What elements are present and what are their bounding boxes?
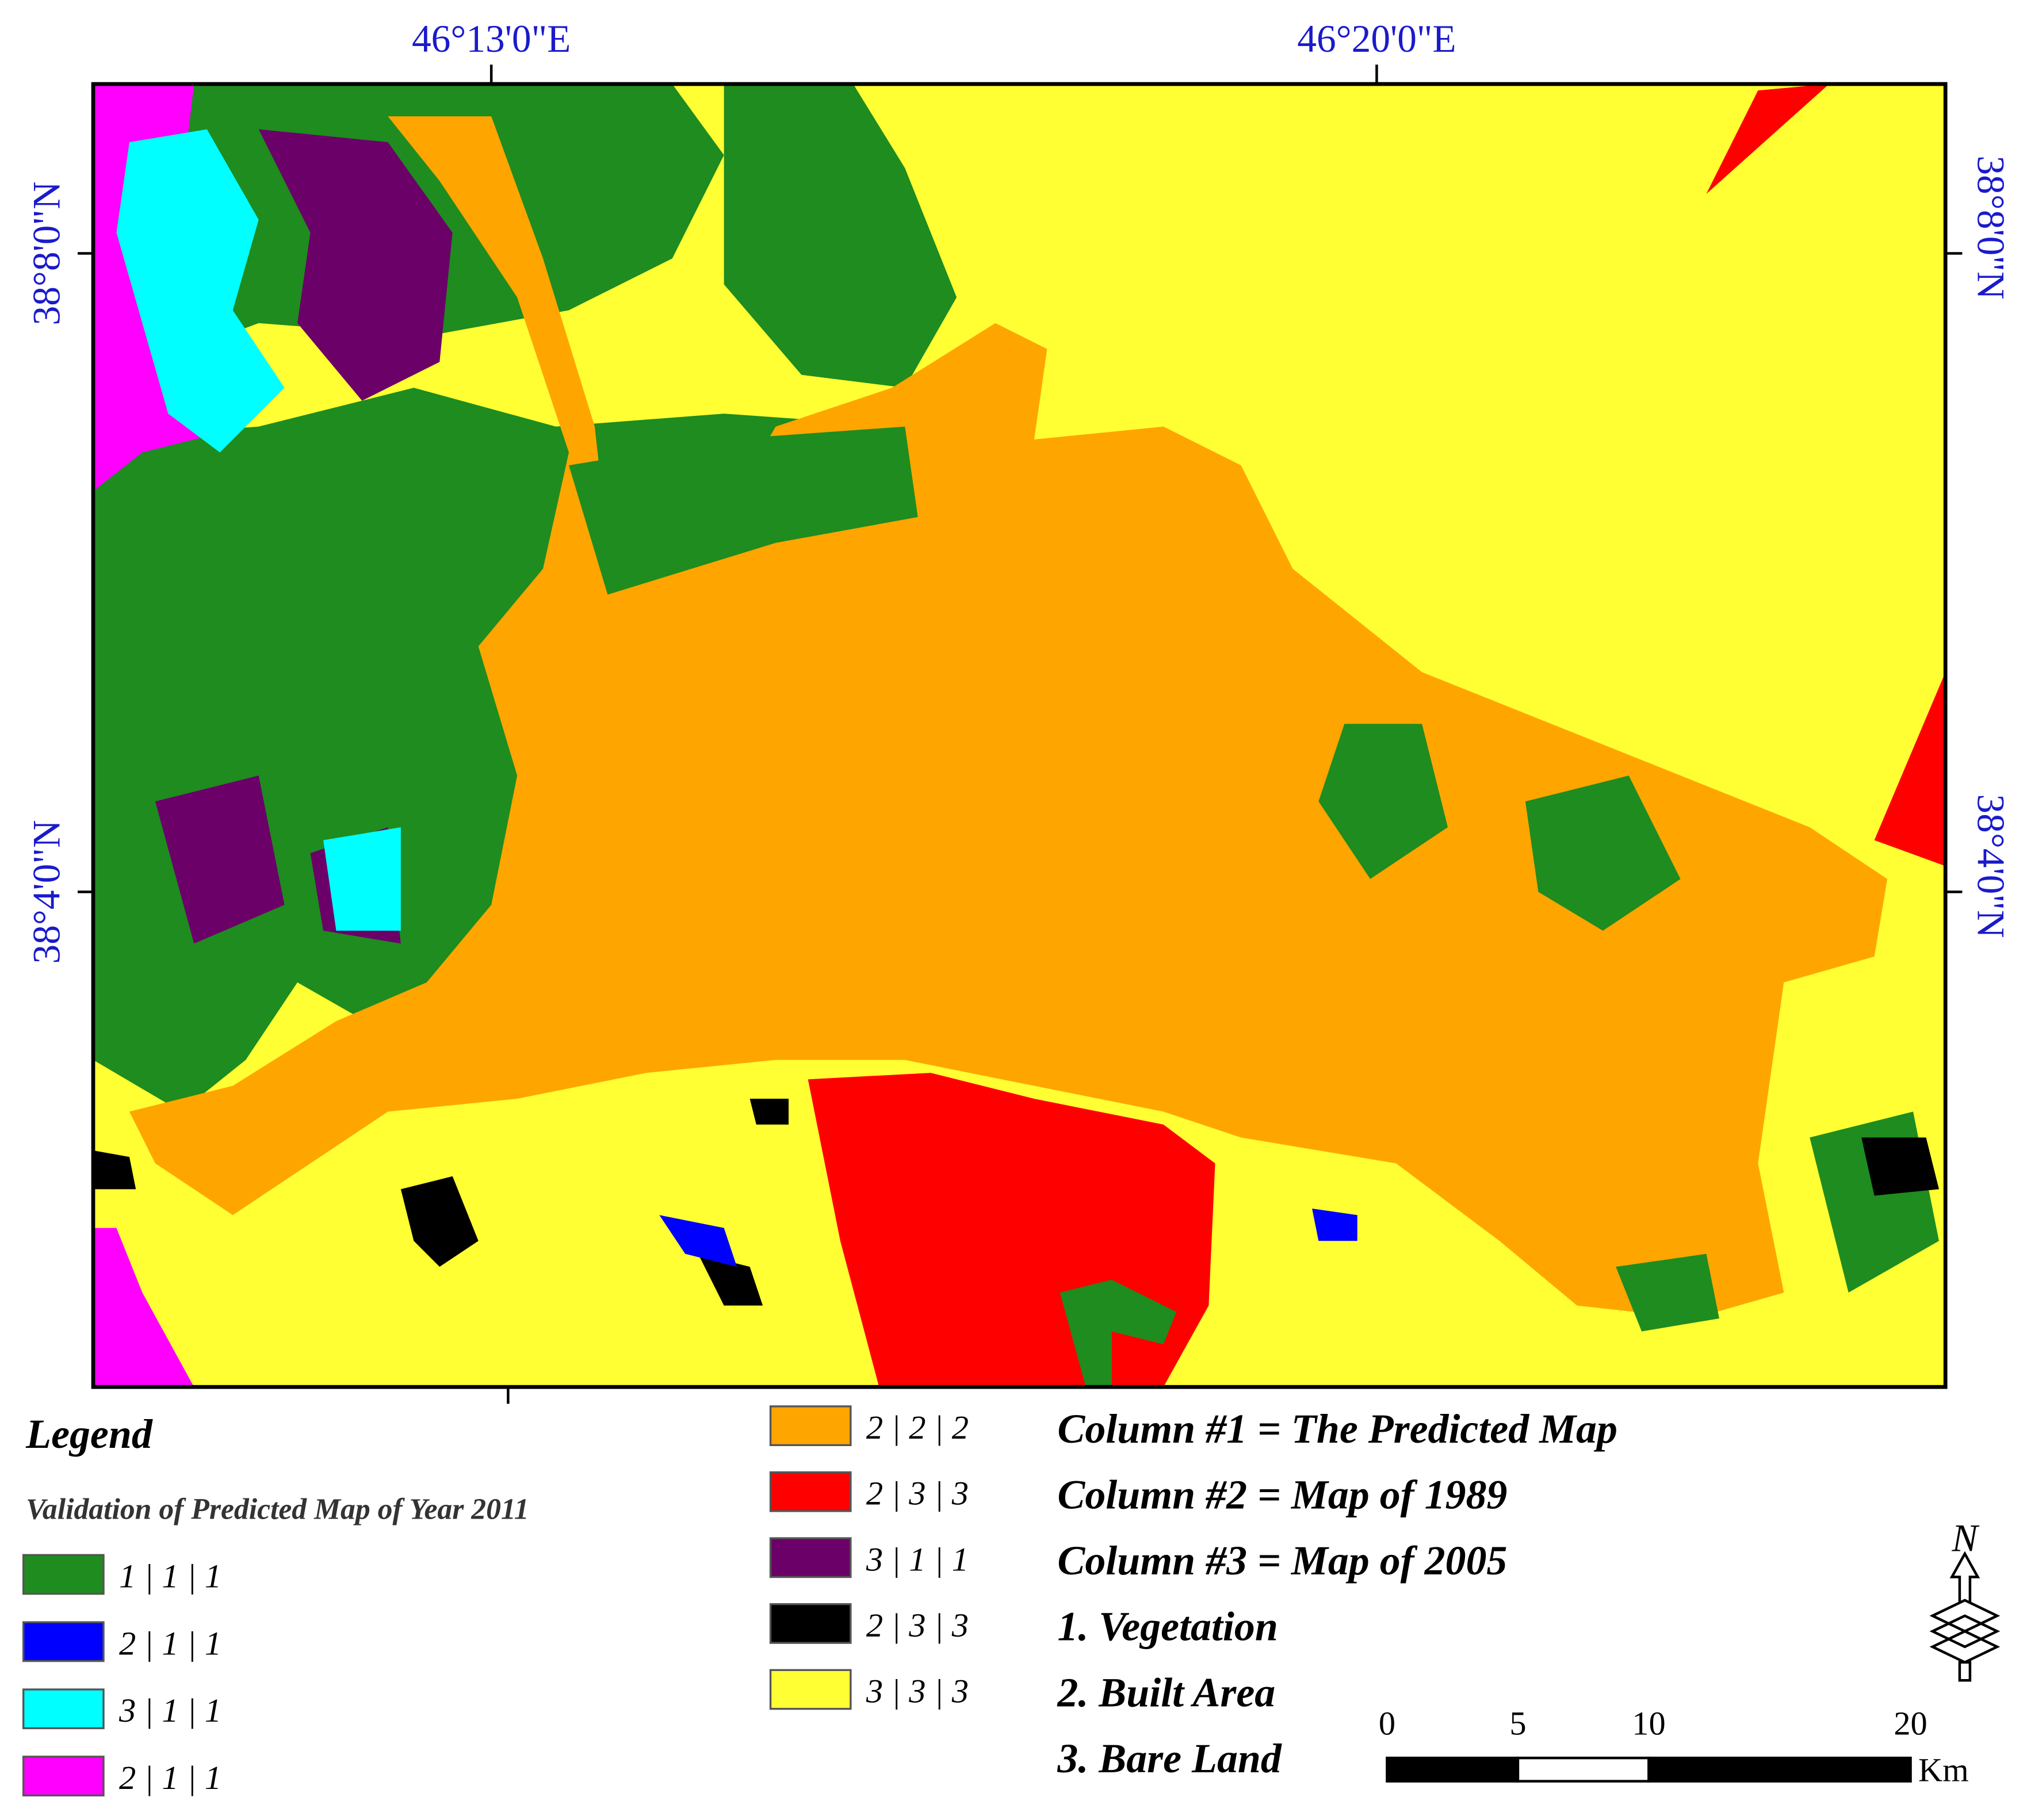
legend-swatch — [769, 1537, 852, 1578]
north-arrow-tail — [1958, 1661, 1972, 1682]
legend-code: 2 | 3 | 3 — [866, 1607, 969, 1644]
scale-label: 0 — [1379, 1705, 1395, 1742]
scale-unit: Km — [1918, 1752, 1969, 1789]
notes: Column #1 = The Predicted Map Column #2 =… — [1057, 1406, 1617, 1781]
scale-bar: 0 5 10 20 Km — [1379, 1705, 1969, 1789]
mismatch-area — [93, 1228, 194, 1387]
legend-title: Legend — [25, 1411, 153, 1457]
legend-swatch — [22, 1688, 105, 1730]
vegetation-area — [258, 129, 453, 401]
note: Column #1 = The Predicted Map — [1057, 1406, 1617, 1452]
legend-code: 3 | 1 | 1 — [118, 1692, 221, 1729]
legend-swatch — [22, 1621, 105, 1662]
legend-code: 2 | 1 | 1 — [119, 1759, 221, 1796]
legend-subtitle: Validation of Predicted Map of Year 2011 — [26, 1493, 529, 1525]
note: 3. Bare Land — [1057, 1735, 1282, 1781]
coordinate-labels: 46°13'0"E 46°20'0"E 38°8'0"N 38°4'0"N 38… — [25, 17, 2013, 964]
legend-code: 1 | 1 | 1 — [119, 1558, 221, 1595]
legend-code: 3 | 3 | 3 — [866, 1673, 969, 1710]
legend-code: 2 | 1 | 1 — [119, 1624, 221, 1662]
vegetation-area — [116, 129, 285, 453]
scale-segment — [1647, 1756, 1912, 1783]
legend-swatch — [769, 1603, 852, 1644]
legend: 1 | 1 | 1 2 | 1 | 1 3 | 1 | 1 2 | 1 | 1 2 | … — [22, 1405, 969, 1796]
vegetation-area — [724, 84, 957, 388]
legend-swatch — [769, 1669, 852, 1710]
legend-swatch — [22, 1554, 105, 1595]
longitude-label: 46°20'0"E — [1297, 17, 1456, 60]
north-arrow-head — [1949, 1551, 1980, 1604]
scale-label: 20 — [1894, 1705, 1927, 1742]
note: Column #3 = Map of 2005 — [1057, 1538, 1507, 1584]
mismatch-area — [659, 1209, 1357, 1267]
built-area — [129, 116, 1888, 1319]
map-raster — [78, 64, 1963, 1404]
mismatch-area — [93, 1099, 1939, 1306]
legend-code: 2 | 3 | 3 — [866, 1475, 969, 1512]
longitude-label: 46°13'0"E — [412, 17, 571, 60]
scale-label: 5 — [1509, 1705, 1526, 1742]
vegetation-area — [1060, 1279, 1177, 1387]
latitude-label: 38°4'0"N — [1969, 794, 2012, 938]
vegetation-area — [568, 426, 918, 595]
scale-segment — [1386, 1756, 1520, 1783]
north-arrow-layers — [1929, 1599, 2001, 1664]
note: 2. Built Area — [1057, 1669, 1275, 1715]
legend-swatch — [22, 1756, 105, 1796]
vegetation-area — [1318, 724, 1939, 1332]
legend-swatch — [769, 1405, 852, 1447]
map-frame — [91, 82, 1948, 1389]
mismatch-area — [1706, 84, 1946, 866]
vegetation-area — [323, 827, 401, 931]
latitude-label: 38°8'0"N — [25, 181, 68, 325]
scale-segment — [1516, 1756, 1650, 1783]
north-arrow: N — [1929, 1517, 2001, 1682]
legend-swatch — [769, 1471, 852, 1512]
legend-code: 3 | 1 | 1 — [866, 1540, 969, 1578]
latitude-label: 38°4'0"N — [25, 820, 68, 963]
legend-code: 2 | 2 | 2 — [866, 1409, 969, 1446]
latitude-label: 38°8'0"N — [1969, 155, 2012, 299]
north-label: N — [1951, 1517, 1980, 1560]
scale-label: 10 — [1632, 1705, 1665, 1742]
note: Column #2 = Map of 1989 — [1057, 1471, 1507, 1517]
note: 1. Vegetation — [1057, 1604, 1278, 1650]
